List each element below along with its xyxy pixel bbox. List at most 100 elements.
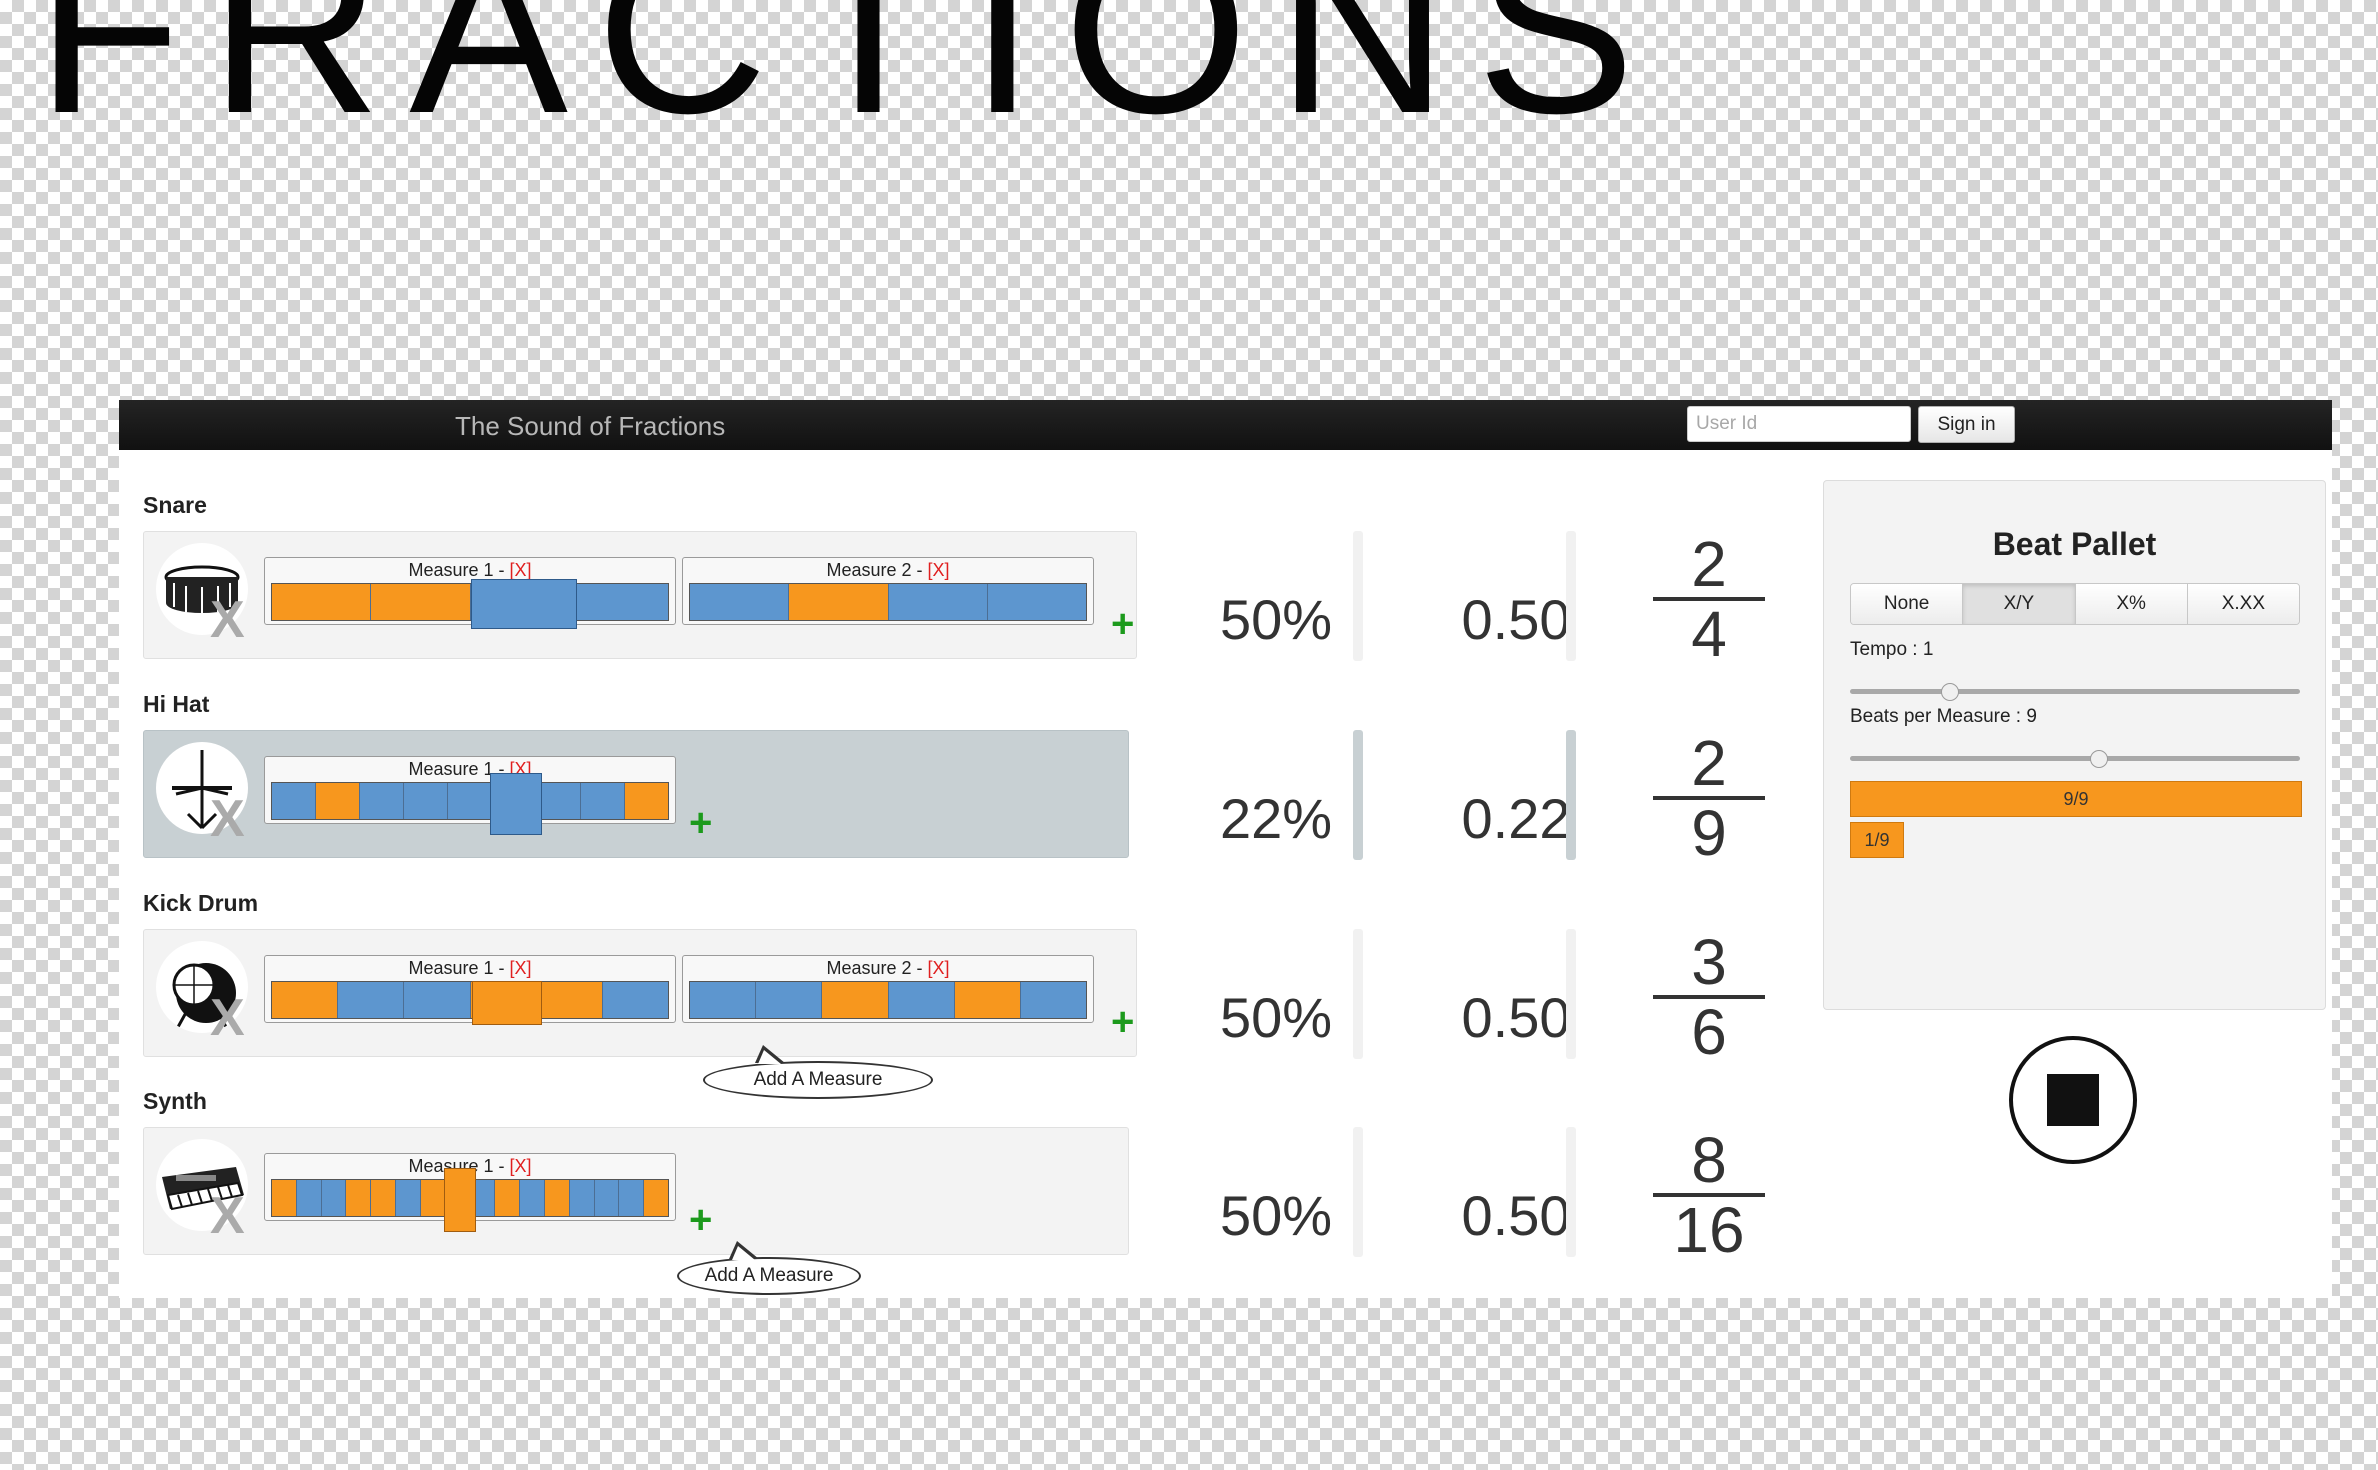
beat-on[interactable] xyxy=(789,584,889,620)
beat-off[interactable] xyxy=(448,783,493,819)
remove-track-button[interactable]: X xyxy=(210,790,245,848)
beat-on[interactable] xyxy=(822,982,889,1018)
add-measure-button[interactable]: + xyxy=(689,1198,713,1242)
beat-on[interactable] xyxy=(536,982,603,1018)
stop-icon xyxy=(2047,1074,2099,1126)
beat-off[interactable] xyxy=(569,1180,595,1216)
beats-per-measure-slider[interactable] xyxy=(1850,750,2300,768)
remove-measure-button[interactable]: [X] xyxy=(509,560,532,580)
beat-off[interactable] xyxy=(756,982,823,1018)
sign-in-button[interactable]: Sign in xyxy=(1918,406,2015,443)
measure-2: Measure 2 - [X] xyxy=(682,955,1094,1023)
measure-1: Measure 1 - [X] xyxy=(264,955,676,1023)
beat-off[interactable] xyxy=(338,982,405,1018)
fraction-denominator: 16 xyxy=(1673,1194,1745,1266)
track-hi-hat: X Measure 1 - [X] + xyxy=(143,730,1129,858)
full-measure-bar[interactable]: 9/9 xyxy=(1850,781,2302,817)
beats-per-measure-slider-thumb[interactable] xyxy=(2089,750,2108,768)
stop-button[interactable] xyxy=(2009,1036,2137,1164)
beat-on[interactable] xyxy=(644,1180,668,1216)
beat-off[interactable] xyxy=(602,982,669,1018)
mode-fraction-button[interactable]: X/Y xyxy=(1963,584,2076,624)
beat-off[interactable] xyxy=(594,1180,620,1216)
add-measure-button[interactable]: + xyxy=(1111,602,1135,646)
divider xyxy=(1353,1127,1363,1257)
beat-on[interactable] xyxy=(420,1180,446,1216)
mode-percent-button[interactable]: X% xyxy=(2075,584,2188,624)
beat-off[interactable] xyxy=(404,783,449,819)
user-id-input[interactable] xyxy=(1687,406,1911,442)
measure-title: Measure 2 - xyxy=(826,958,928,978)
beat-off[interactable] xyxy=(296,1180,322,1216)
measure-1: Measure 1 - [X] xyxy=(264,557,676,625)
measure-2: Measure 2 - [X] xyxy=(682,557,1094,625)
beat-off[interactable] xyxy=(569,584,668,620)
tempo-slider[interactable] xyxy=(1850,683,2300,701)
beat-on[interactable] xyxy=(371,584,471,620)
app-window: The Sound of Fractions Sign in Snare X M… xyxy=(119,400,2332,1298)
beat-off[interactable] xyxy=(619,1180,645,1216)
add-measure-button[interactable]: + xyxy=(689,801,713,845)
beat-off[interactable] xyxy=(690,584,790,620)
fraction-denominator: 6 xyxy=(1691,996,1727,1068)
playhead-marker xyxy=(490,773,542,835)
divider xyxy=(1353,730,1363,860)
remove-measure-button[interactable]: [X] xyxy=(509,958,532,978)
beat-on[interactable] xyxy=(495,1180,521,1216)
beat-off[interactable] xyxy=(987,584,1086,620)
beat-off[interactable] xyxy=(580,783,625,819)
beat-grid xyxy=(271,583,669,621)
remove-measure-button[interactable]: [X] xyxy=(927,958,950,978)
track-label-snare: Snare xyxy=(143,492,207,518)
fraction-denominator: 4 xyxy=(1691,598,1727,670)
beat-off[interactable] xyxy=(520,1180,545,1216)
beat-off[interactable] xyxy=(690,982,757,1018)
beat-off[interactable] xyxy=(272,783,317,819)
beat-on[interactable] xyxy=(954,982,1021,1018)
beat-on[interactable] xyxy=(544,1180,570,1216)
track-synth: X Measure 1 - [X] + xyxy=(143,1127,1129,1255)
snare-drum-icon xyxy=(156,543,248,635)
add-measure-button[interactable]: + xyxy=(1111,1000,1135,1044)
fraction-bar xyxy=(1653,1193,1765,1197)
beat-on[interactable] xyxy=(272,584,372,620)
beat-off[interactable] xyxy=(396,1180,421,1216)
beat-off[interactable] xyxy=(1020,982,1087,1018)
fraction-bar xyxy=(1653,796,1765,800)
divider xyxy=(1566,730,1576,860)
decimal-value: 0.50 xyxy=(1461,986,1571,1049)
fraction-numerator: 3 xyxy=(1691,926,1727,998)
beat-off[interactable] xyxy=(404,982,471,1018)
beat-on[interactable] xyxy=(624,783,668,819)
beat-off[interactable] xyxy=(888,982,955,1018)
beat-off[interactable] xyxy=(321,1180,347,1216)
brand-title[interactable]: The Sound of Fractions xyxy=(455,411,726,441)
beat-off[interactable] xyxy=(888,584,988,620)
beat-on[interactable] xyxy=(272,1180,297,1216)
fraction-display: 2 9 xyxy=(1649,731,1769,865)
single-beat-bar[interactable]: 1/9 xyxy=(1850,822,1904,858)
fraction-numerator: 8 xyxy=(1691,1124,1727,1196)
kick-drum-icon xyxy=(156,941,248,1033)
decimal-value: 0.22 xyxy=(1461,787,1571,850)
mode-none-button[interactable]: None xyxy=(1851,584,1964,624)
beat-on[interactable] xyxy=(346,1180,372,1216)
remove-track-button[interactable]: X xyxy=(210,1187,245,1245)
beat-on[interactable] xyxy=(272,982,339,1018)
beat-on[interactable] xyxy=(316,783,361,819)
track-label-kick-drum: Kick Drum xyxy=(143,890,259,916)
fraction-display: 3 6 xyxy=(1649,926,1769,1068)
tempo-slider-thumb[interactable] xyxy=(1941,683,1959,701)
remove-track-button[interactable]: X xyxy=(210,591,245,649)
remove-measure-button[interactable]: [X] xyxy=(927,560,950,580)
beat-off[interactable] xyxy=(360,783,405,819)
beat-pallet: Beat Pallet None X/Y X% X.XX Tempo : 1 B… xyxy=(1823,480,2326,1010)
remove-measure-button[interactable]: [X] xyxy=(509,1156,532,1176)
measure-1: Measure 1 - [X] xyxy=(264,756,676,824)
beat-on[interactable] xyxy=(371,1180,397,1216)
divider xyxy=(1566,929,1576,1059)
mode-decimal-button[interactable]: X.XX xyxy=(2187,584,2299,624)
beat-off[interactable] xyxy=(536,783,581,819)
remove-track-button[interactable]: X xyxy=(210,989,245,1047)
track-kick-drum: X Measure 1 - [X] Measure 2 - [X] + xyxy=(143,929,1137,1057)
